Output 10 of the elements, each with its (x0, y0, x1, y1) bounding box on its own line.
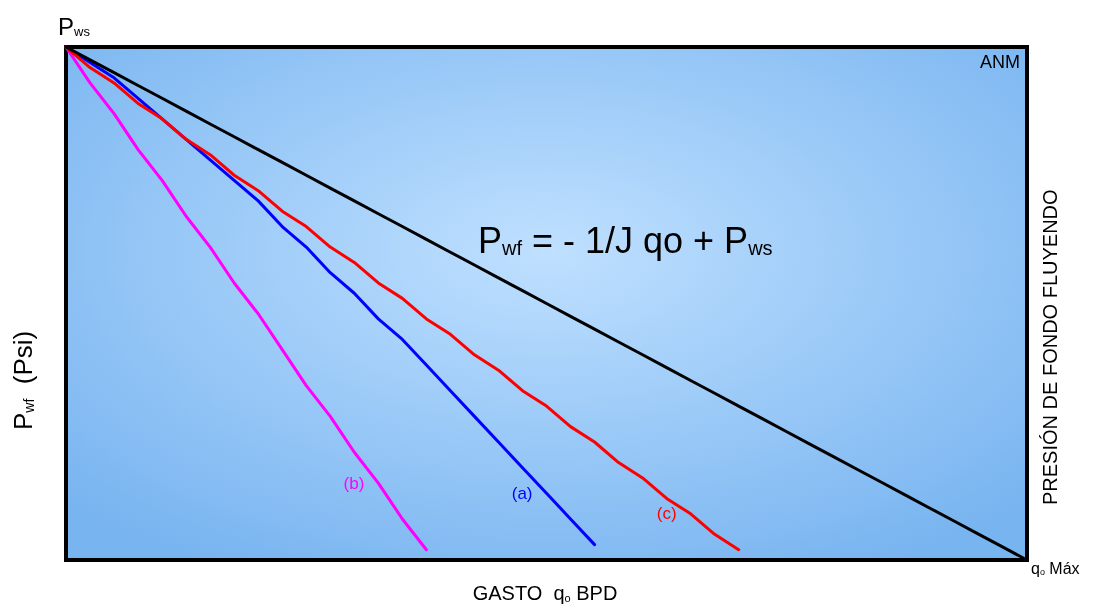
x-axis-title: GASTO qo BPD (472, 582, 618, 604)
text: Pws (58, 12, 91, 40)
annotation: ANM (980, 52, 1020, 72)
y-axis-title: Pwf (Psi) (8, 330, 38, 430)
annotation: Pwf = - 1/J qo + Pws (478, 219, 773, 261)
series-label: (a) (511, 483, 533, 503)
series-label: (b) (343, 473, 365, 493)
text: qo Máx (1031, 559, 1080, 577)
y2-axis-title: PRESIÓN DE FONDO FLUYENDO (1039, 189, 1061, 505)
series-label: (c) (656, 504, 677, 524)
